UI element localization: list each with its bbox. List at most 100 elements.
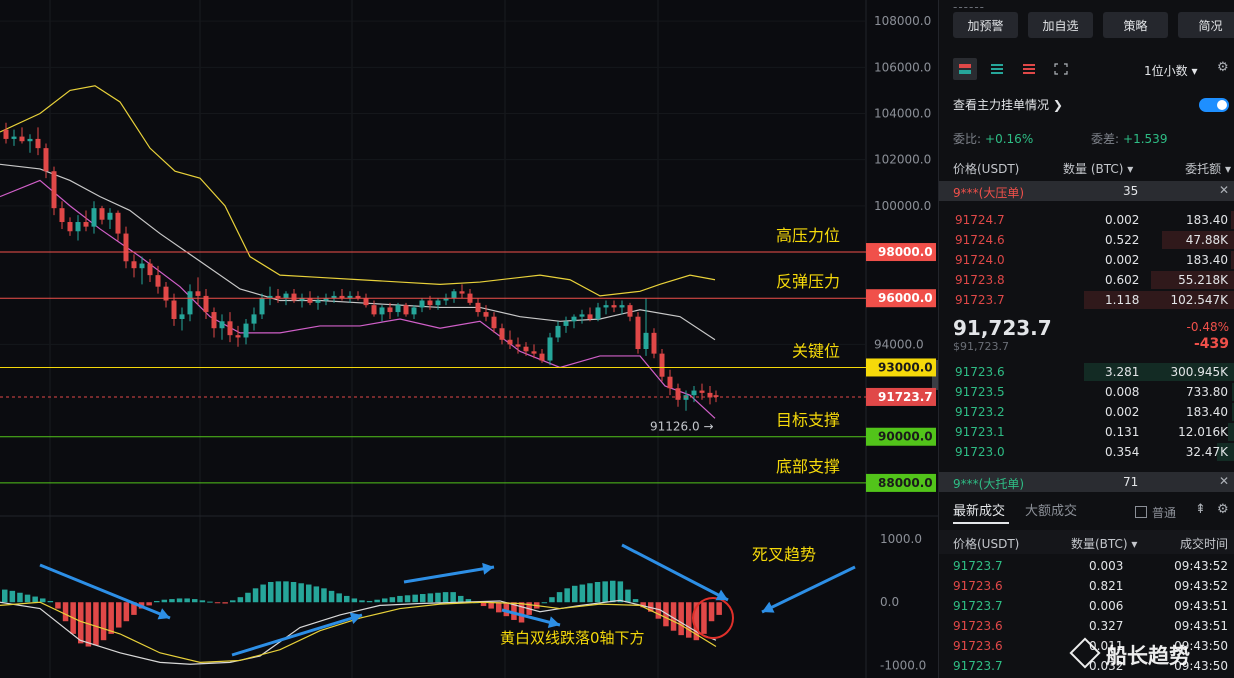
col-total[interactable]: 委托额 ▾: [1185, 162, 1231, 176]
order-book-row[interactable]: 91723.6 3.281 300.945K: [939, 362, 1234, 382]
trade-price: 91723.7: [953, 599, 1003, 613]
trades-col-qty[interactable]: 数量(BTC) ▾: [1071, 537, 1138, 551]
candle-body: [227, 321, 233, 336]
macd-histogram-bar: [9, 590, 16, 603]
trades-settings-icon[interactable]: ⚙: [1217, 502, 1229, 517]
candle-body: [299, 298, 305, 301]
add-watchlist-button[interactable]: 加自选: [1028, 12, 1093, 38]
candle-body: [555, 325, 561, 338]
trade-price: 91723.6: [953, 639, 1003, 653]
macd-histogram-bar: [306, 584, 312, 603]
macd-histogram-bar: [655, 602, 662, 619]
both-sides-icon[interactable]: [953, 58, 977, 80]
order-price: 91724.6: [955, 233, 1005, 247]
order-total: 12.016K: [1178, 425, 1228, 439]
trade-qty: 0.032: [1089, 659, 1124, 673]
price-tick-label: 100000.0: [874, 199, 931, 213]
overview-button[interactable]: 简况: [1178, 12, 1234, 38]
order-book-row[interactable]: 91724.0 0.002 183.40: [939, 250, 1234, 270]
macd-histogram-bar: [214, 602, 221, 604]
price-tick-label: 108000.0: [874, 14, 931, 28]
macd-histogram-bar: [716, 602, 722, 615]
diff-label: 委差:: [1091, 132, 1120, 146]
close-icon[interactable]: ✕: [1219, 474, 1230, 488]
candle-body: [355, 295, 361, 299]
big-ask-row[interactable]: 9***(大压单) 35 ✕: [939, 181, 1234, 201]
macd-histogram-bar: [480, 602, 487, 607]
order-book-row[interactable]: 91724.7 0.002 183.40: [939, 210, 1234, 230]
candle-body: [713, 395, 719, 397]
order-book-row[interactable]: 91723.5 0.008 733.80: [939, 382, 1234, 402]
big-bid-row[interactable]: 9***(大托单) 71 ✕: [939, 472, 1234, 492]
normal-checkbox[interactable]: 普通: [1135, 504, 1176, 521]
order-qty: 0.354: [1105, 445, 1140, 459]
candle-body: [19, 136, 25, 142]
bid-ask-ratio: 委比: +0.16%: [953, 130, 1033, 147]
macd-histogram-bar: [678, 602, 684, 636]
tab-latest-trades[interactable]: 最新成交: [953, 504, 1006, 519]
trade-qty: 0.003: [1089, 559, 1124, 573]
trend-arrow-head: [482, 562, 494, 575]
order-qty: 1.118: [1105, 293, 1140, 307]
tab-large-trades[interactable]: 大额成交: [1025, 504, 1078, 519]
order-book-row[interactable]: 91723.2 0.002 183.40: [939, 402, 1234, 422]
order-book-row[interactable]: 91723.0 0.354 32.47K: [939, 442, 1234, 462]
level-tag-label: 88000.0: [878, 476, 933, 490]
macd-histogram-bar: [268, 582, 274, 603]
price-chart[interactable]: 108000.0 106000.0 104000.0 102000.0 100000.0…: [0, 0, 938, 678]
candle-body: [267, 295, 273, 299]
asks-only-icon[interactable]: [1017, 58, 1041, 80]
bids-only-icon[interactable]: [985, 58, 1009, 80]
macd-histogram-bar: [237, 597, 244, 603]
strategy-button[interactable]: 策略: [1103, 12, 1168, 38]
order-book-row[interactable]: 91724.6 0.522 47.88K: [939, 230, 1234, 250]
level-tag: [866, 243, 936, 262]
candle-body: [587, 314, 593, 319]
order-book-row[interactable]: 91723.1 0.131 12.016K: [939, 422, 1234, 442]
bollinger-lower-line: [0, 179, 716, 419]
candle-body: [11, 136, 17, 139]
filter-icon[interactable]: ⇞: [1195, 502, 1206, 517]
depth-bar: [1151, 271, 1234, 289]
panel-handle: ------: [953, 0, 985, 14]
settings-icon[interactable]: ⚙: [1217, 60, 1229, 75]
order-book-row[interactable]: 91723.7 1.118 102.547K: [939, 290, 1234, 310]
active-tab-underline: [953, 522, 1009, 524]
candle-body: [459, 291, 465, 294]
candle-body: [83, 222, 89, 227]
macd-histogram-bar: [131, 602, 137, 615]
candle-body: [155, 275, 161, 287]
macd-histogram-bar: [321, 588, 327, 603]
decimal-select[interactable]: 1位小数 ▾: [1144, 64, 1198, 78]
order-book-row[interactable]: 91723.8 0.602 55.218K: [939, 270, 1234, 290]
current-price-label: 91723.7: [878, 390, 933, 404]
trade-qty: 0.327: [1089, 619, 1124, 633]
macd-histogram-bar: [93, 602, 99, 646]
candle-body: [603, 305, 609, 308]
add-alert-button[interactable]: 加预警: [953, 12, 1018, 38]
order-price: 91723.1: [955, 425, 1005, 439]
order-qty: 0.602: [1105, 273, 1140, 287]
macd-histogram-bar: [648, 602, 654, 612]
checkbox-box[interactable]: [1135, 506, 1147, 518]
candle-body: [683, 395, 689, 400]
trade-time: 09:43:51: [1174, 599, 1228, 613]
level-tag-label: 98000.0: [878, 245, 933, 259]
macd-histogram-bar: [184, 598, 190, 603]
close-icon[interactable]: ✕: [1219, 183, 1230, 197]
candle-body: [59, 208, 65, 223]
candle-body: [115, 212, 121, 234]
trend-arrow: [403, 565, 495, 584]
main-orders-toggle[interactable]: [1199, 98, 1229, 112]
candle-body: [627, 305, 633, 317]
col-qty[interactable]: 数量 (BTC) ▾: [1063, 162, 1134, 176]
order-total: 733.80: [1186, 385, 1228, 399]
main-orders-link[interactable]: 查看主力挂单情况 ❯: [953, 98, 1063, 112]
price-tick-label: 104000.0: [874, 107, 931, 121]
candle-body: [211, 312, 217, 329]
candle-body: [547, 337, 553, 361]
candle-body: [275, 295, 281, 299]
macd-histogram-bar: [199, 600, 206, 603]
level-tag: [866, 289, 936, 308]
expand-icon[interactable]: [1049, 58, 1073, 80]
